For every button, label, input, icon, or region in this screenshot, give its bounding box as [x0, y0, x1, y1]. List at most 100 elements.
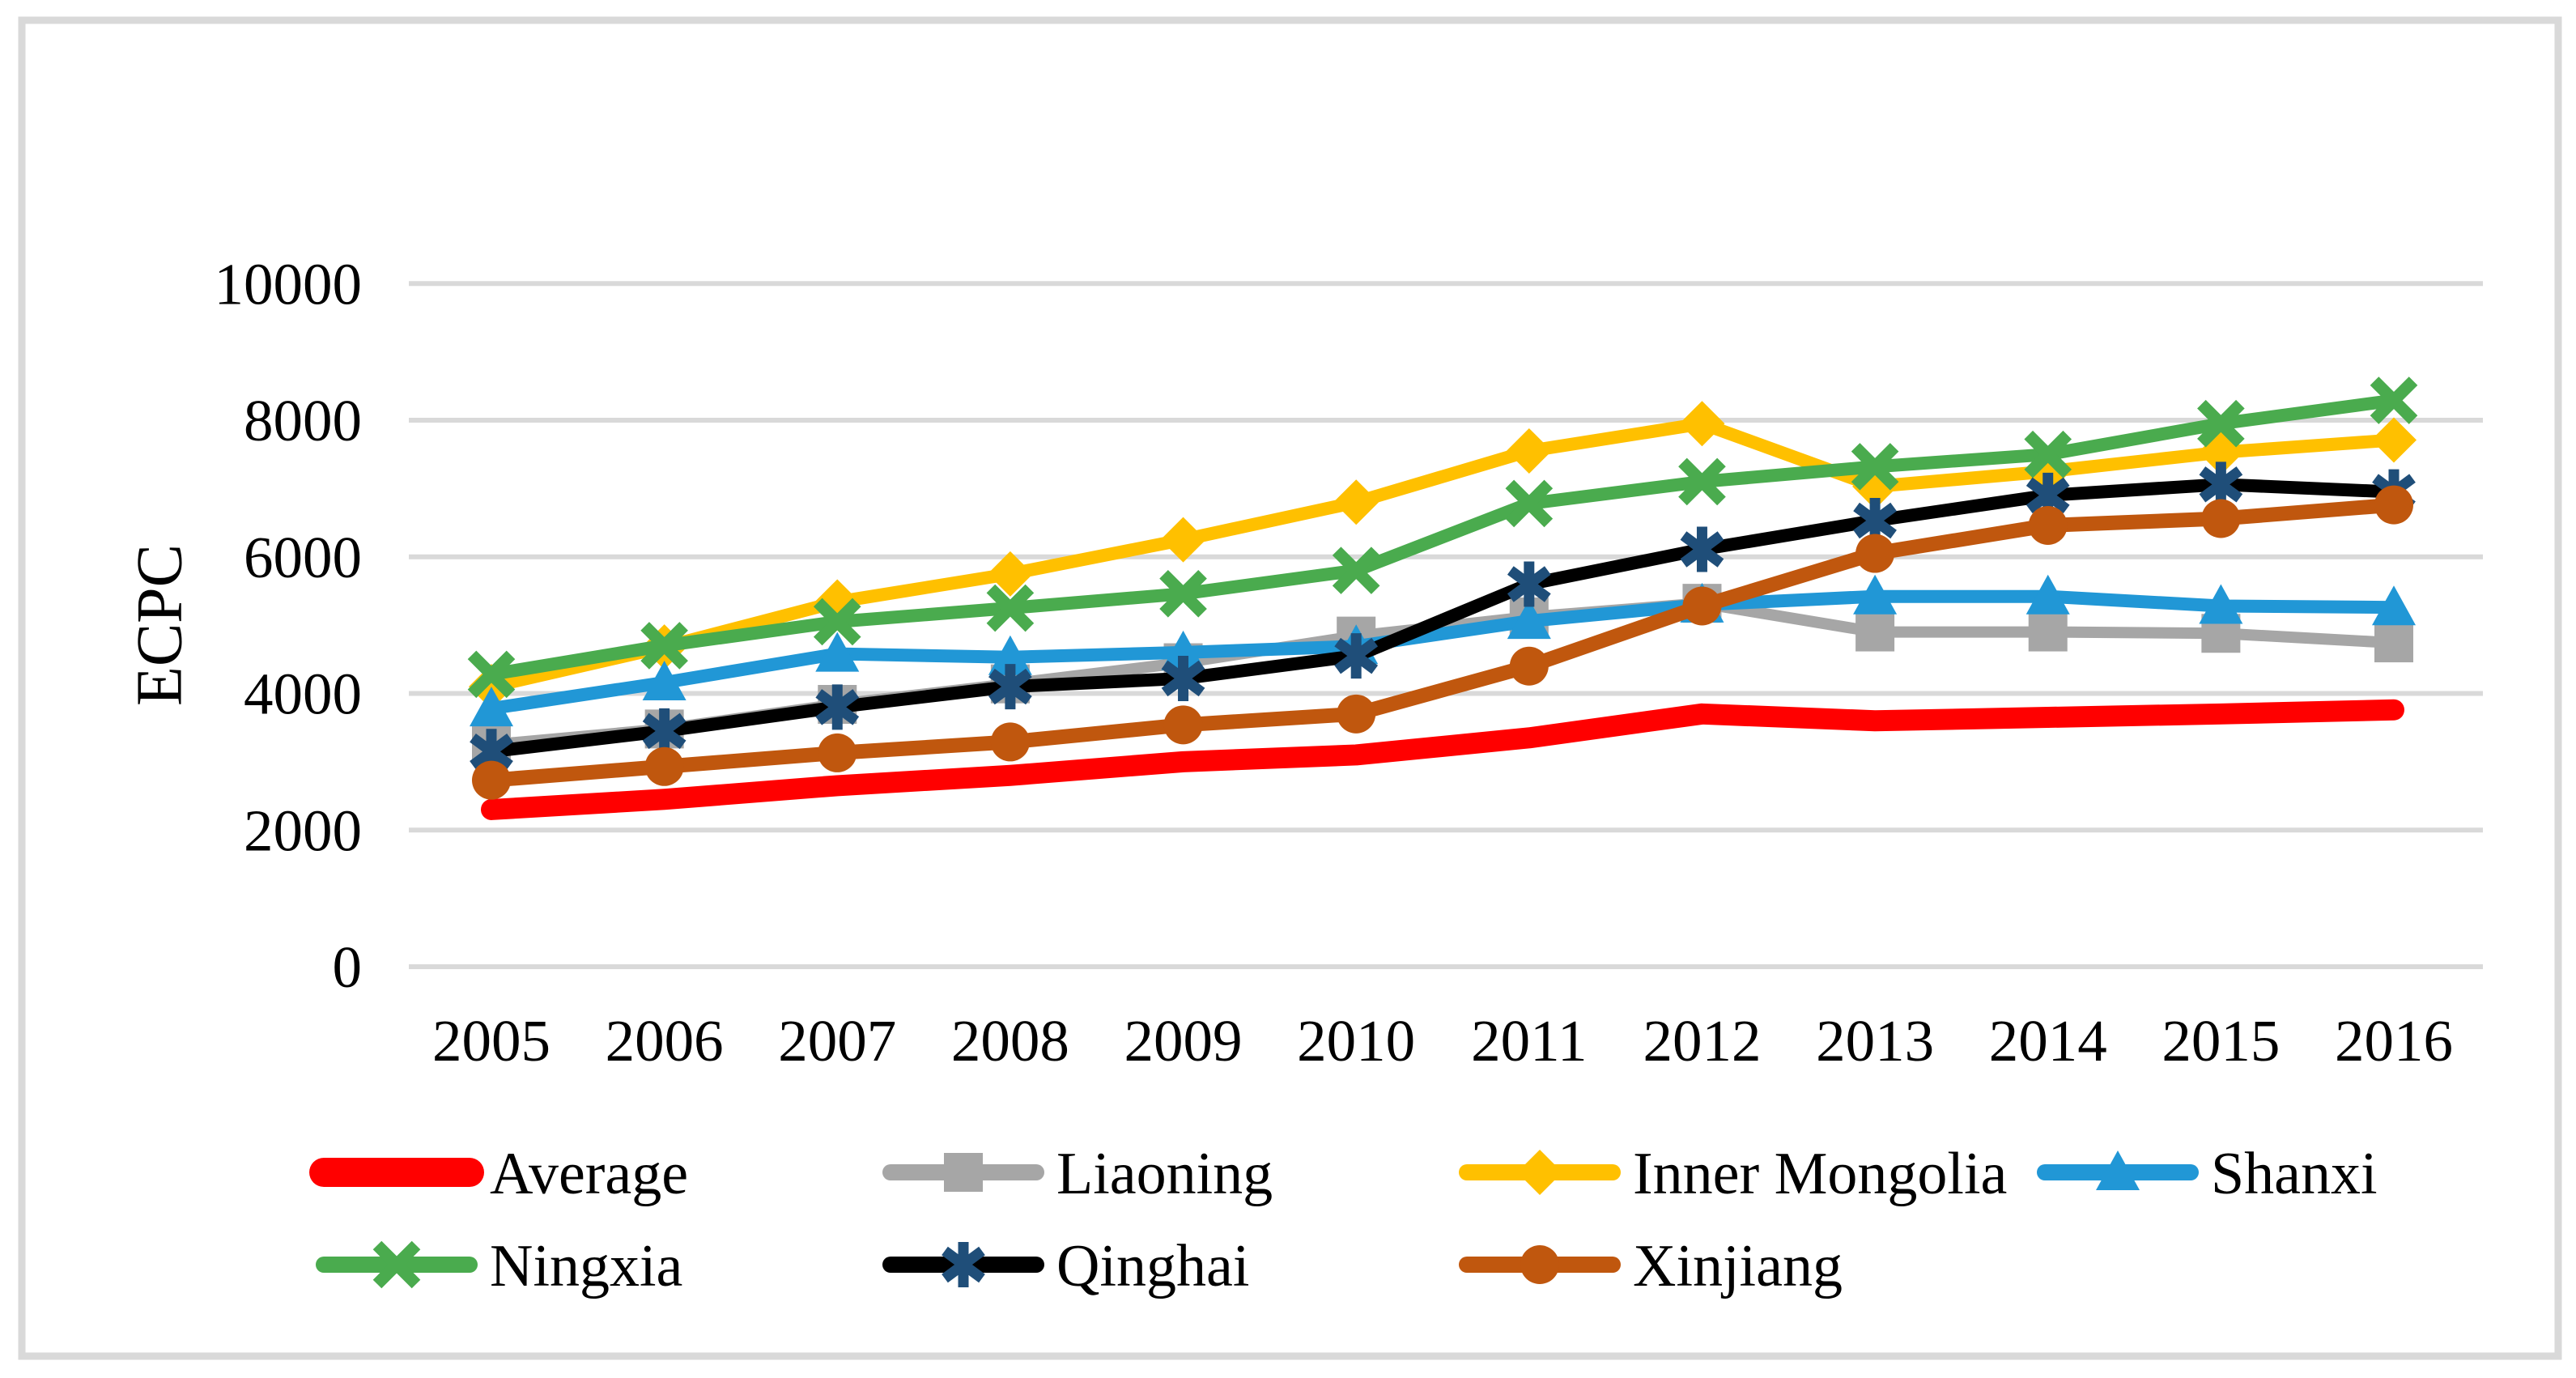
- marker-shanxi-2015: [2199, 584, 2243, 624]
- marker-inner-mongolia-2011: [1506, 427, 1552, 474]
- x-tick-label-2010: 2010: [1297, 1008, 1415, 1074]
- series-xinjiang: [472, 485, 2413, 800]
- legend-marker-inner-mongolia: [1517, 1150, 1562, 1195]
- x-tick-label-2007: 2007: [778, 1008, 896, 1074]
- marker-inner-mongolia-2009: [1160, 517, 1206, 563]
- marker-ningxia-2006: [640, 622, 688, 670]
- marker-qinghai-2007: [815, 684, 860, 730]
- marker-xinjiang-2012: [1682, 586, 1722, 626]
- x-tick-label-2008: 2008: [951, 1008, 1069, 1074]
- marker-xinjiang-2013: [1855, 534, 1895, 573]
- marker-ningxia-2009: [1159, 570, 1207, 618]
- marker-xinjiang-2015: [2201, 499, 2241, 538]
- marker-shanxi-2009: [1161, 630, 1205, 670]
- marker-xinjiang-2007: [818, 733, 857, 772]
- series-line-ningxia: [485, 393, 2400, 681]
- marker-qinghai-2006: [642, 708, 687, 754]
- marker-xinjiang-2009: [1163, 705, 1203, 745]
- marker-ningxia-2008: [986, 584, 1035, 632]
- legend-marker-xinjiang: [1520, 1245, 1559, 1284]
- marker-qinghai-2011: [1507, 561, 1551, 607]
- marker-shanxi-2005: [470, 687, 513, 727]
- marker-qinghai-2010: [1334, 633, 1379, 679]
- x-tick-label-2015: 2015: [2162, 1008, 2280, 1074]
- legend-label-shanxi: Shanxi: [2211, 1141, 2378, 1207]
- series-line-shanxi: [485, 589, 2400, 716]
- x-tick-label-2005: 2005: [432, 1008, 550, 1074]
- marker-shanxi-2011: [1507, 599, 1551, 640]
- x-tick-label-2009: 2009: [1124, 1008, 1243, 1074]
- series-line-inner-mongolia: [485, 417, 2400, 694]
- marker-ningxia-2010: [1332, 547, 1380, 594]
- y-tick-label-6000: 6000: [244, 525, 362, 590]
- legend-item-ningxia: Ningxia: [316, 1233, 682, 1299]
- x-tick-label-2016: 2016: [2335, 1008, 2453, 1074]
- legend-label-xinjiang: Xinjiang: [1633, 1233, 1843, 1299]
- legend-marker-qinghai: [942, 1242, 985, 1287]
- legend-label-qinghai: Qinghai: [1056, 1233, 1249, 1299]
- legend-label-average: Average: [490, 1141, 688, 1207]
- legend-item-liaoning: Liaoning: [882, 1141, 1273, 1207]
- series-line-average: [481, 699, 2404, 820]
- marker-ningxia-2011: [1505, 479, 1554, 528]
- marker-inner-mongolia-2016: [2370, 417, 2417, 463]
- marker-qinghai-2012: [1680, 526, 1724, 572]
- marker-xinjiang-2011: [1509, 646, 1549, 686]
- marker-qinghai-2009: [1161, 655, 1205, 701]
- marker-ningxia-2016: [2370, 376, 2418, 424]
- series-average: [481, 699, 2404, 820]
- legend-label-inner-mongolia: Inner Mongolia: [1633, 1141, 2007, 1207]
- marker-xinjiang-2008: [990, 722, 1030, 762]
- legend-item-xinjiang: Xinjiang: [1459, 1233, 1843, 1299]
- marker-inner-mongolia-2008: [987, 551, 1033, 597]
- marker-shanxi-2013: [1853, 574, 1898, 615]
- legend-item-average: Average: [309, 1141, 688, 1207]
- legend-marker-liaoning: [944, 1153, 983, 1192]
- marker-ningxia-2012: [1678, 457, 1726, 506]
- marker-liaoning-2014: [2028, 612, 2068, 652]
- marker-inner-mongolia-2012: [1679, 401, 1725, 447]
- series-line-qinghai: [485, 478, 2400, 759]
- x-tick-label-2014: 2014: [1989, 1008, 2107, 1074]
- legend-item-inner-mongolia: Inner Mongolia: [1459, 1141, 2007, 1207]
- marker-liaoning-2013: [1855, 612, 1895, 652]
- y-axis-title: ECPC: [124, 543, 196, 707]
- legend-label-liaoning: Liaoning: [1056, 1141, 1273, 1207]
- series-line-xinjiang: [484, 497, 2401, 788]
- marker-shanxi-2007: [815, 632, 860, 672]
- y-tick-label-8000: 8000: [244, 388, 362, 453]
- x-tick-label-2011: 2011: [1471, 1008, 1587, 1074]
- marker-qinghai-2008: [988, 664, 1032, 710]
- x-tick-label-2013: 2013: [1816, 1008, 1934, 1074]
- marker-inner-mongolia-2010: [1333, 479, 1379, 525]
- marker-shanxi-2006: [642, 661, 687, 700]
- series-ningxia: [467, 376, 2418, 699]
- marker-ningxia-2015: [2197, 399, 2245, 448]
- marker-xinjiang-2005: [472, 760, 511, 800]
- legend-item-qinghai: Qinghai: [882, 1233, 1249, 1299]
- legend-item-shanxi: Shanxi: [2037, 1141, 2378, 1207]
- marker-xinjiang-2014: [2028, 505, 2068, 545]
- marker-shanxi-2008: [988, 635, 1032, 675]
- marker-shanxi-2014: [2026, 574, 2070, 615]
- y-tick-label-4000: 4000: [244, 661, 362, 727]
- marker-ningxia-2007: [813, 598, 861, 646]
- marker-xinjiang-2016: [2374, 485, 2413, 525]
- x-tick-label-2012: 2012: [1643, 1008, 1761, 1074]
- y-tick-label-2000: 2000: [244, 797, 362, 863]
- legend-marker-ningxia: [372, 1240, 421, 1289]
- legend-label-ningxia: Ningxia: [490, 1233, 682, 1299]
- marker-shanxi-2016: [2371, 585, 2416, 626]
- x-tick-label-2006: 2006: [606, 1008, 724, 1074]
- marker-ningxia-2005: [467, 650, 516, 699]
- marker-xinjiang-2010: [1337, 694, 1376, 734]
- series-shanxi: [470, 574, 2416, 727]
- marker-xinjiang-2006: [644, 746, 684, 786]
- figure-border: [18, 16, 2562, 1360]
- marker-liaoning-2016: [2374, 623, 2413, 663]
- y-tick-label-0: 0: [333, 934, 363, 1000]
- marker-ningxia-2013: [1851, 443, 1899, 491]
- y-tick-label-10000: 10000: [215, 251, 363, 317]
